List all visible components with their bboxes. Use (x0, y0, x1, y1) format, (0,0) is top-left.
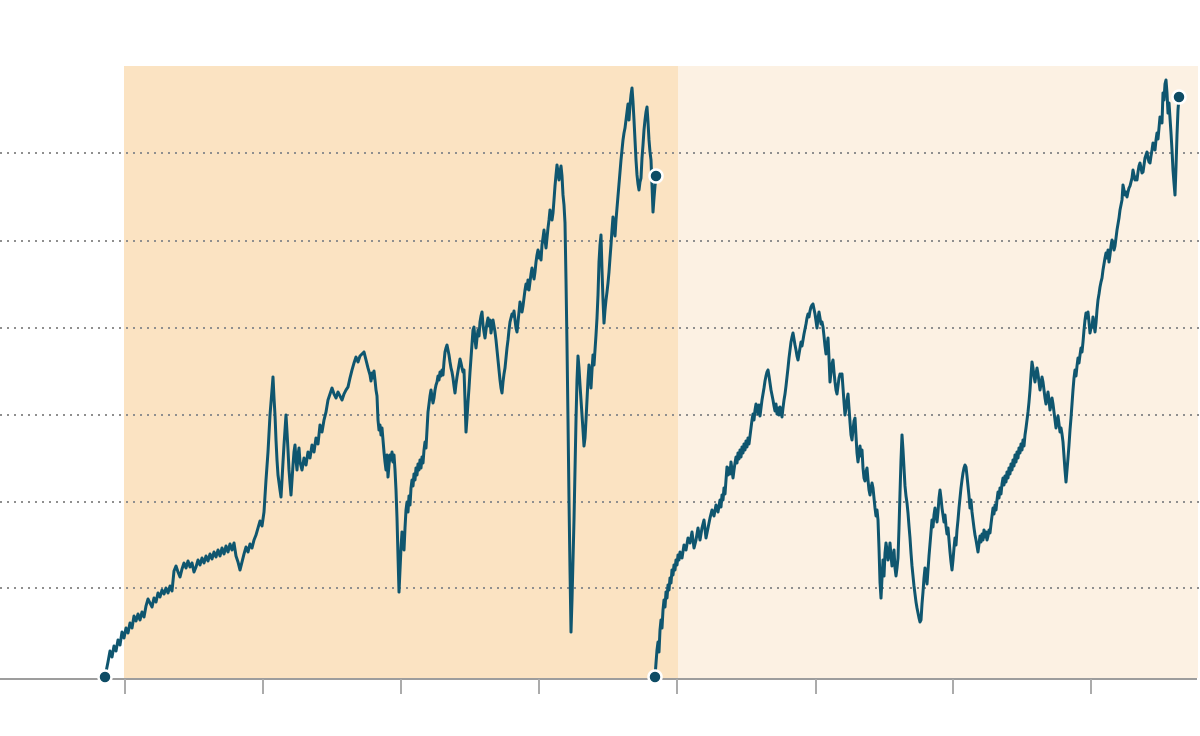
line-2-end-dot (1171, 89, 1187, 105)
line-2-start-dot (647, 669, 663, 685)
bull-run-line-2 (653, 78, 1181, 679)
line-1-end-dot (648, 168, 664, 184)
line-1-start-dot (97, 669, 113, 685)
highlight-band-second-period (678, 66, 1198, 678)
bull-run-line-1 (103, 86, 658, 679)
highlight-band-first-period (124, 66, 678, 678)
